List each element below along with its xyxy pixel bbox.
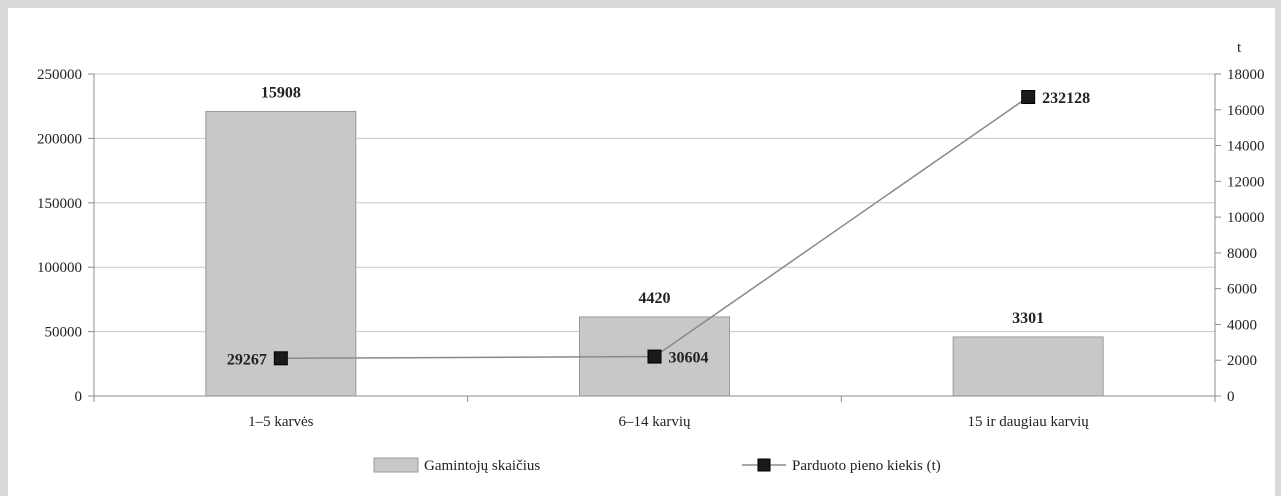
- x-tick-label-2: 15 ir daugiau karvių: [968, 414, 1090, 430]
- line-label-0: 29267: [227, 351, 267, 368]
- y-right-tick-label-2: 4000: [1227, 317, 1257, 333]
- y-right-tick-label-4: 8000: [1227, 246, 1257, 262]
- bar-label-2: 3301: [1012, 310, 1044, 327]
- y-left-tick-label-5: 250000: [37, 67, 82, 83]
- bar-label-1: 4420: [639, 290, 671, 307]
- legend-swatch-marker: [757, 458, 771, 472]
- bar-2: [952, 336, 1104, 397]
- y-right-tick-label-6: 12000: [1227, 174, 1265, 190]
- y-right-unit-label: t: [1237, 40, 1242, 56]
- y-right-tick-label-0: 0: [1227, 389, 1235, 405]
- axes: 0 50000 100000 150000 200000 250000 0 2000 4000 6…: [37, 40, 1265, 430]
- y-left-tick-label-4: 200000: [37, 131, 82, 147]
- x-tick-label-0: 1–5 karvės: [248, 414, 314, 430]
- bar-0: [205, 110, 357, 397]
- legend-label-line: Parduoto pieno kiekis (t): [792, 458, 941, 474]
- y-left-tick-label-2: 100000: [37, 260, 82, 276]
- y-left-tick-label-0: 0: [75, 389, 83, 405]
- y-right-tick-label-7: 14000: [1227, 139, 1265, 155]
- bar-label-0: 15908: [261, 84, 301, 101]
- legend-label-bars: Gamintojų skaičius: [424, 458, 540, 474]
- y-right-tick-label-3: 6000: [1227, 282, 1257, 298]
- legend: Gamintojų skaičius Parduoto pieno kiekis …: [373, 457, 941, 474]
- y-right-tick-label-9: 18000: [1227, 67, 1265, 83]
- line-label-1: 30604: [669, 350, 709, 367]
- y-right-tick-label-5: 10000: [1227, 210, 1265, 226]
- data-labels: 15908 4420 3301 29267 30604 232128: [227, 84, 1090, 368]
- legend-swatch-bars: [373, 457, 419, 473]
- y-right-tick-label-1: 2000: [1227, 353, 1257, 369]
- line-label-2: 232128: [1042, 90, 1090, 107]
- line-point-2: [1021, 90, 1036, 105]
- line-point-1: [647, 349, 662, 364]
- y-left-tick-label-3: 150000: [37, 196, 82, 212]
- x-tick-label-1: 6–14 karvių: [618, 414, 691, 430]
- y-left-tick-label-1: 50000: [45, 325, 83, 341]
- line-series: [273, 90, 1036, 366]
- y-right-tick-label-8: 16000: [1227, 103, 1265, 119]
- line-point-0: [273, 351, 288, 366]
